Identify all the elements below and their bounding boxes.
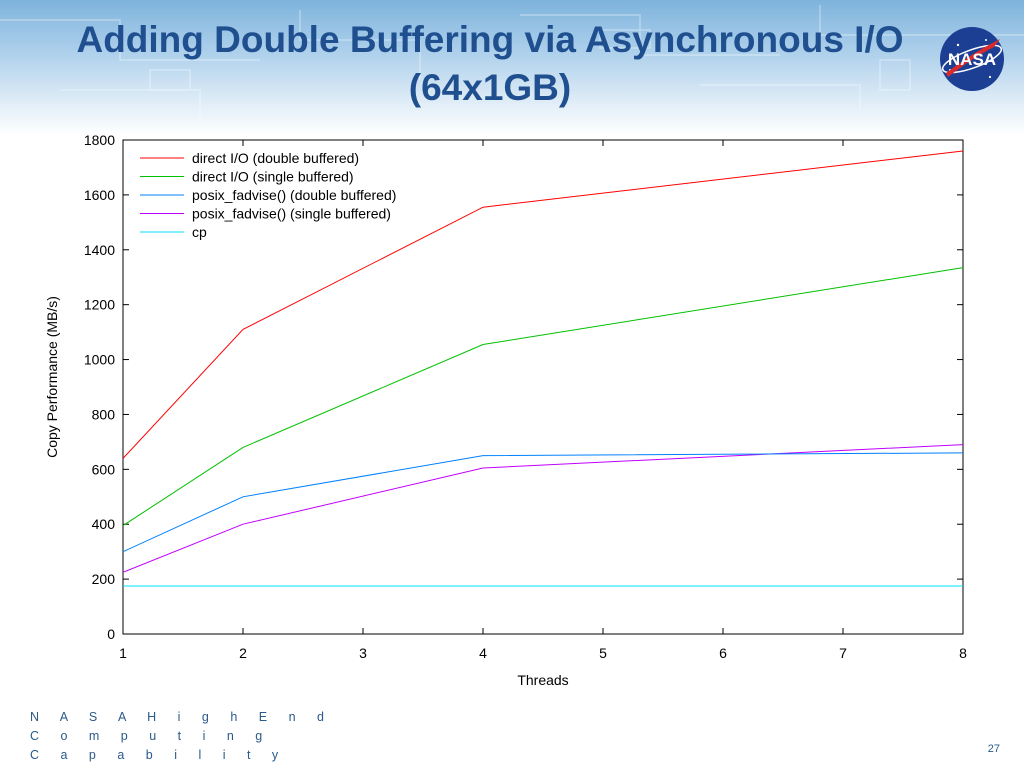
x-tick-label: 6 xyxy=(719,645,727,661)
legend-label: posix_fadvise() (single buffered) xyxy=(192,206,391,222)
footer-line-3: C a p a b i l i t y xyxy=(30,748,288,762)
x-axis-title: Threads xyxy=(517,672,568,688)
nasa-logo-text: NASA xyxy=(948,50,996,69)
series-line-direct-i-o-single-buffered- xyxy=(122,267,964,527)
y-tick-label: 400 xyxy=(92,516,116,532)
slide-title-line1: Adding Double Buffering via Asynchronous… xyxy=(76,19,904,60)
series-line-posix-fadvise-double-buffered- xyxy=(122,452,964,553)
y-tick-label: 200 xyxy=(92,571,116,587)
nasa-logo: NASA xyxy=(940,27,1004,91)
legend-label: direct I/O (single buffered) xyxy=(192,169,354,185)
y-tick-label: 1400 xyxy=(84,242,115,258)
y-axis-title: Copy Performance (MB/s) xyxy=(44,296,60,458)
legend-label: posix_fadvise() (double buffered) xyxy=(192,187,396,203)
legend-label: cp xyxy=(192,224,207,240)
series-line-direct-i-o-double-buffered- xyxy=(122,150,964,459)
x-tick-label: 5 xyxy=(599,645,607,661)
page-number: 27 xyxy=(987,743,1000,755)
footer-line-2: C o m p u t i n g xyxy=(30,729,272,743)
y-tick-label: 1600 xyxy=(84,187,115,203)
x-tick-label: 3 xyxy=(359,645,367,661)
x-tick-label: 4 xyxy=(479,645,487,661)
header-background xyxy=(0,0,1024,135)
series-line-posix-fadvise-single-buffered- xyxy=(122,444,964,573)
slide-title-line2: (64x1GB) xyxy=(408,67,572,108)
y-tick-label: 1000 xyxy=(84,352,115,368)
slide-title: Adding Double Buffering via Asynchronous… xyxy=(40,16,940,112)
circuit-pattern xyxy=(0,5,1024,120)
x-tick-label: 8 xyxy=(959,645,967,661)
y-tick-label: 0 xyxy=(107,626,115,642)
x-tick-label: 2 xyxy=(239,645,247,661)
footer-organization: N A S A H i g h E n d C o m p u t i n g … xyxy=(30,708,333,765)
plot-frame xyxy=(122,139,964,635)
legend: direct I/O (double buffered) direct I/O (… xyxy=(140,150,396,240)
series-lines xyxy=(122,150,964,587)
y-tick-label: 1200 xyxy=(84,297,115,313)
x-tick-label: 1 xyxy=(119,645,127,661)
legend-label: direct I/O (double buffered) xyxy=(192,150,359,166)
y-tick-label: 1800 xyxy=(84,132,115,148)
line-chart: 1 2 3 4 5 6 7 8 0 200 400 600 800 1000 1200 1400 1600 180… xyxy=(44,132,967,688)
y-tick-label: 600 xyxy=(92,461,116,477)
footer-line-1: N A S A H i g h E n d xyxy=(30,710,333,724)
y-tick-label: 800 xyxy=(92,406,116,422)
x-tick-label: 7 xyxy=(839,645,847,661)
axes: 1 2 3 4 5 6 7 8 0 200 400 600 800 1000 1200 1400 1600 180… xyxy=(84,132,967,661)
